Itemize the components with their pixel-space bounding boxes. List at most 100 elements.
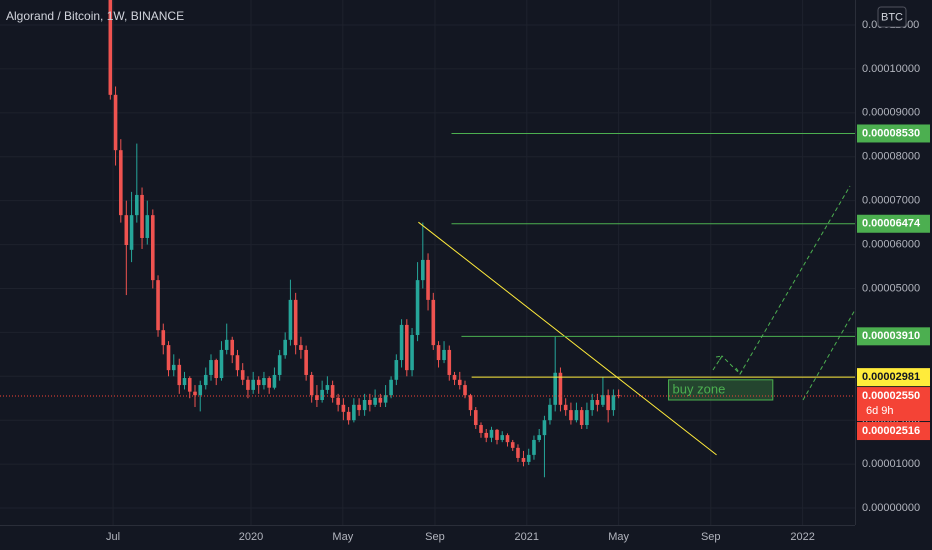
y-tick-label: 0.00001000 [862, 458, 920, 470]
candle-body [299, 345, 303, 350]
projection-arrows [712, 185, 856, 401]
candle-body [579, 410, 584, 426]
candle-body [230, 339, 235, 356]
candle-body [457, 379, 462, 386]
candle-body [373, 397, 377, 405]
candle-body [394, 360, 399, 380]
candle-body [346, 411, 351, 421]
candle-body [516, 447, 520, 458]
candle-body [161, 330, 166, 346]
candle-body [336, 397, 340, 405]
candle-body [187, 378, 192, 392]
candle-body [166, 345, 171, 371]
candle-body [341, 404, 346, 412]
x-tick-label: 2021 [515, 531, 539, 543]
candle-body [283, 339, 287, 356]
last-price-label: 0.00002550 [862, 390, 920, 402]
candle-body [510, 442, 515, 448]
level-label-box [857, 368, 930, 387]
y-tick-label: 0.00000000 [862, 502, 920, 514]
candle-body [156, 280, 160, 331]
candle-body [410, 335, 414, 371]
zone-box [668, 379, 774, 401]
candle-body [415, 280, 420, 336]
candle-body [362, 399, 367, 411]
y-tick-label: 0.00006000 [862, 238, 920, 250]
candle-body [495, 429, 499, 440]
x-tick-label: Sep [701, 531, 721, 543]
candle-body [378, 397, 383, 403]
candle-body [611, 395, 616, 411]
candle-body [267, 378, 271, 388]
y-tick-label: 0.00010000 [862, 63, 920, 75]
level-label-box [857, 124, 930, 143]
candle-body [140, 194, 144, 238]
candle-body [442, 349, 446, 361]
level-label: 0.00003910 [862, 330, 920, 342]
candle-body [182, 378, 187, 386]
x-tick-label: Sep [425, 531, 445, 543]
candle-body [309, 374, 314, 396]
candle-body [135, 194, 139, 216]
candle-body [251, 379, 255, 390]
candle-body [574, 410, 579, 421]
candle-body [150, 215, 155, 281]
candle-body [537, 435, 542, 440]
candle-body [421, 259, 425, 281]
candle-body [246, 379, 250, 390]
candle-body [463, 385, 467, 396]
candle-body [521, 457, 526, 462]
candle-body [330, 385, 335, 398]
candle-body [585, 410, 589, 426]
candle-body [553, 372, 557, 405]
candle-body [256, 379, 261, 386]
last-price-box [857, 387, 930, 422]
candle-body [219, 349, 224, 379]
candle-body [193, 391, 197, 396]
candle-body [124, 215, 129, 246]
candle-body [177, 364, 182, 386]
currency-badge-box[interactable] [877, 6, 907, 28]
candle-body [108, 0, 113, 95]
candle-body [399, 324, 404, 361]
candle-body [489, 429, 494, 438]
zone-label: buy zone [673, 381, 726, 396]
candle-body [405, 324, 409, 371]
candle-body [500, 435, 505, 440]
candle-body [468, 395, 473, 411]
candle-body [558, 372, 563, 405]
candle-body [431, 299, 436, 346]
candle-body [209, 360, 213, 375]
countdown: 6d 9h [866, 405, 894, 417]
candle-body [389, 379, 393, 396]
candle-body [320, 389, 324, 400]
candle-body [214, 360, 219, 379]
candle-body [426, 259, 430, 300]
candle-body [272, 374, 277, 388]
candle-body [484, 432, 489, 438]
candle-body [606, 395, 610, 411]
currency-badge[interactable]: BTC [881, 11, 903, 23]
candle-body [447, 349, 452, 375]
x-tick-label: 2020 [239, 531, 263, 543]
candle-body [383, 395, 388, 403]
candle-body [203, 374, 208, 386]
candle-body [452, 374, 457, 380]
y-tick-label: 0.00008000 [862, 151, 920, 163]
candle-body [368, 399, 372, 405]
candle-body [198, 385, 203, 396]
candle-body [505, 435, 510, 443]
candle-body [240, 370, 245, 380]
candle-body [224, 339, 229, 350]
candle-body [473, 410, 478, 426]
candle-body [235, 355, 240, 371]
trend-line [418, 221, 717, 456]
level-label: 0.00002981 [862, 371, 920, 383]
y-tick-label: 0.00009000 [862, 107, 920, 119]
y-tick-label: 0.00007000 [862, 195, 920, 207]
projection-path [712, 185, 851, 375]
level-label: 0.00008530 [862, 127, 920, 139]
x-tick-label: May [332, 531, 353, 543]
x-tick-label: Jul [106, 531, 120, 543]
